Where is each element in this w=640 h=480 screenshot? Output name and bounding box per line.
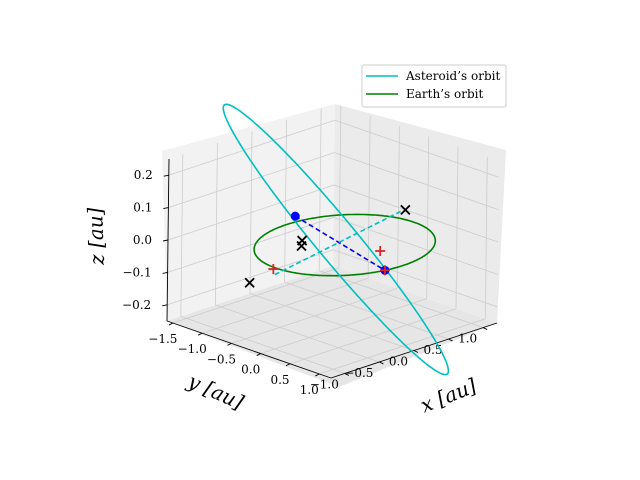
y-tick-label: 1.0 [458,332,477,346]
pane-right [333,104,506,323]
x-marker [400,204,411,216]
grid-line-z-right [333,184,499,243]
y-tick-mark [482,327,488,330]
z-tick-mark [162,271,168,274]
x-tick-label: −0.5 [207,352,236,366]
x-tick-mark [197,332,203,336]
y-tick-mark [448,338,453,342]
asteroid-orbit [222,103,450,376]
z-tick-label: −0.2 [122,298,151,312]
grid-line-z-left [167,184,335,241]
y-tick-mark [379,361,384,365]
plus-marker [375,245,386,256]
x-tick-mark [168,322,174,326]
z-tick-label: 0.2 [134,168,153,182]
dashed-line-0 [294,215,386,272]
x-stroke-b [400,204,411,216]
x-tick-label: 0.0 [241,363,260,377]
pane-floor [167,266,497,387]
grid-line-z-right [334,119,499,178]
x-stroke-b [296,240,307,252]
y-tick-mark [344,373,350,376]
x-marker [296,240,307,252]
z-tick-label: 0.1 [133,201,152,215]
plus-marker [268,264,279,275]
y-axis-label: y [au] [184,368,248,414]
grid-line-y-floor [215,304,380,363]
position-dot [290,211,300,221]
y-tick-mark [413,350,419,353]
y-tick-label: 0.0 [389,355,408,369]
x-tick-label: −1.0 [178,342,207,356]
z-tick-label: −0.1 [122,265,151,279]
grid-line-z-left [168,119,335,176]
x-tick-label: 1.0 [300,383,319,397]
z-axis-label: z [au] [83,207,109,266]
grid-lines [167,106,499,375]
z-tick-label: 0.0 [133,233,152,247]
x-stroke-b [244,277,255,288]
orbit-curves [222,103,450,376]
y-tick-label: −1.0 [310,377,339,391]
grid-line-y-floor [249,293,415,351]
legend-label-asteroid: Asteroid’s orbit [405,69,500,83]
x-axis-line [166,320,332,379]
x-tick-mark [315,373,320,377]
x-tick-label: 0.5 [270,373,289,387]
legend: Asteroid’s orbit Earth’s orbit [361,64,507,108]
x-tick-mark [285,363,291,367]
ticks: −1.5−1.0−0.50.00.51.0−1.0−0.50.00.51.0−0… [122,168,488,397]
x-marker [244,277,255,288]
z-tick-mark [162,239,169,242]
grid-line-y-floor [180,316,345,374]
grid-line-y-floor [284,281,449,340]
grid-line-z-right [333,217,498,275]
z-tick-mark [163,174,169,177]
grid-line-z-right [334,152,499,210]
z-tick-mark [162,304,168,307]
grid-line-z-left [168,152,335,208]
y-tick-label: −0.5 [344,366,373,380]
grid-line-z-left [167,217,334,273]
x-tick-mark [227,342,232,346]
x-tick-label: −1.5 [148,332,177,346]
legend-label-earth: Earth’s orbit [406,87,483,101]
plus-marker [379,265,390,276]
markers [244,204,411,288]
grid-line-z-right [333,249,498,308]
grid-line-y-floor [319,270,484,328]
z-tick-mark [163,207,169,210]
x-tick-mark [256,353,261,356]
x-axis-label: x [au] [417,373,480,417]
earth-orbit [253,213,437,277]
